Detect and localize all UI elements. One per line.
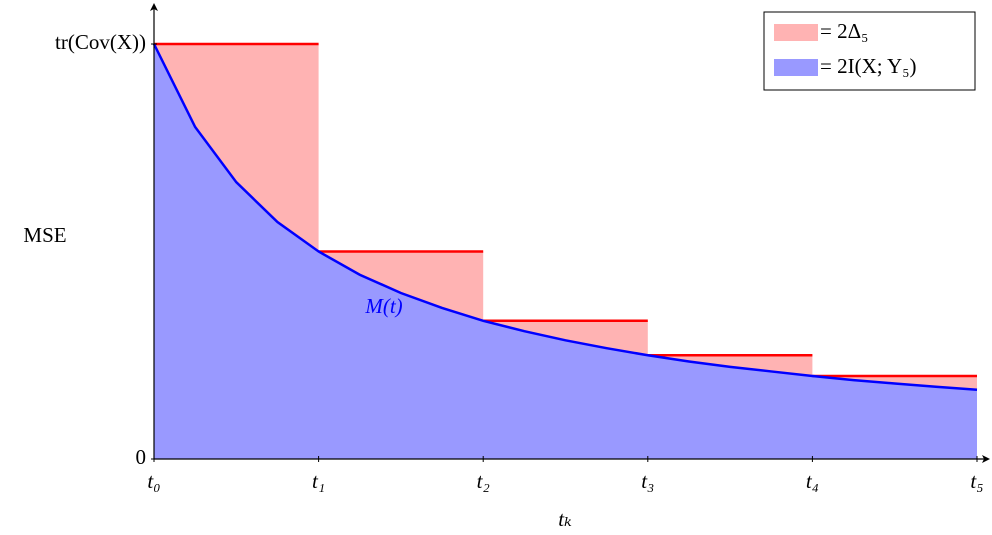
areas: [154, 44, 977, 459]
x-tick-label: t₄: [806, 469, 819, 493]
lines: [152, 42, 978, 391]
legend-box: [763, 11, 976, 91]
x-tick-label: t₅: [970, 469, 983, 493]
legend-label: = 2Δ₅: [820, 19, 868, 43]
legend: = 2Δ₅ = 2I(X; Y₅): [763, 11, 976, 91]
y-tick-label: tr(Cov(X)): [55, 30, 146, 54]
y-axis-arrow: [150, 3, 158, 11]
y-tick-label: 0: [136, 445, 147, 469]
x-tick-label: t₁: [312, 469, 325, 493]
curve-area: [154, 44, 977, 459]
y-axis-label: MSE: [23, 223, 66, 247]
x-tick-label: t₂: [477, 469, 490, 493]
x-axis-label: tₖ: [558, 507, 572, 531]
axes: [150, 3, 990, 463]
legend-swatch: [774, 59, 818, 76]
x-tick-label: t₃: [641, 469, 654, 493]
curve-annotation: M(t): [364, 294, 402, 318]
curve-line: [152, 43, 978, 391]
x-axis-arrow: [982, 455, 990, 463]
legend-swatch: [774, 24, 818, 41]
x-tick-label: t₀: [147, 469, 160, 493]
legend-label: = 2I(X; Y₅): [820, 54, 917, 78]
